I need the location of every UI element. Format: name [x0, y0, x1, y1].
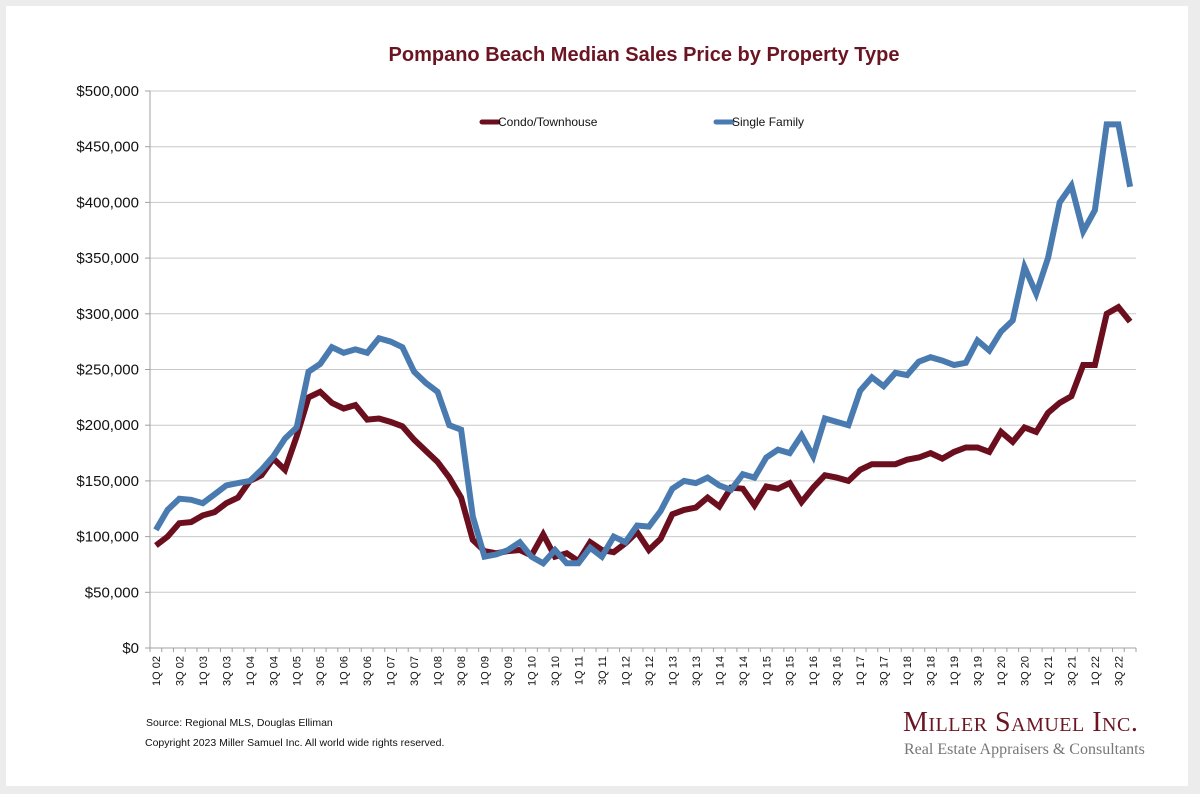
x-tick-label: 3Q 14: [738, 656, 750, 686]
x-tick-label: 3Q 20: [1019, 656, 1031, 686]
x-tick-label: 1Q 18: [902, 656, 914, 686]
x-tick-label: 3Q 08: [456, 656, 468, 686]
company-tagline: Real Estate Appraisers & Consultants: [904, 741, 1145, 758]
x-tick-label: 3Q 04: [268, 656, 280, 686]
y-tick-label: $450,000: [76, 139, 139, 156]
x-tick-label: 1Q 02: [151, 656, 163, 686]
x-tick-label: 3Q 11: [597, 656, 609, 685]
x-tick-label: 3Q 03: [221, 656, 233, 686]
chart-title: Pompano Beach Median Sales Price by Prop…: [388, 44, 900, 66]
legend: Condo/Townhouse Single Family: [479, 115, 804, 129]
x-tick-label: 1Q 11: [573, 656, 585, 685]
x-axis: 1Q 02 3Q 02 1Q 03 3Q 03 1Q 04 3Q 04 1Q 05 3Q 05…: [149, 91, 1137, 686]
x-tick-label: 1Q 14: [714, 656, 726, 686]
x-tick-label: 1Q 17: [855, 656, 867, 686]
y-tick-label: $400,000: [76, 194, 139, 211]
x-tick-label: 1Q 09: [480, 656, 492, 686]
x-tick-label: 3Q 19: [973, 656, 985, 686]
x-tick-label: 3Q 22: [1113, 656, 1125, 686]
x-tick-label: 1Q 06: [339, 656, 351, 686]
x-tick-label: 1Q 04: [245, 656, 257, 686]
company-logo: Miller Samuel Inc.: [903, 707, 1139, 738]
x-tick-label: 1Q 05: [292, 656, 304, 686]
y-tick-label: $200,000: [76, 417, 139, 434]
x-tick-label: 3Q 09: [503, 656, 515, 686]
x-tick-label: 3Q 17: [879, 656, 891, 686]
x-tick-label: 3Q 05: [315, 656, 327, 686]
x-tick-label: 1Q 22: [1090, 656, 1102, 686]
legend-label: Condo/Townhouse: [498, 115, 598, 129]
y-axis-ticks: $0 $50,000 $100,000 $150,000 $200,000 $250,00…: [76, 83, 150, 657]
x-tick-label: 3Q 12: [644, 656, 656, 686]
y-tick-label: $250,000: [76, 362, 139, 379]
x-tick-label: 3Q 07: [409, 656, 421, 686]
x-tick-label: 1Q 19: [949, 656, 961, 686]
y-tick-label: $50,000: [85, 584, 139, 601]
x-tick-label: 3Q 21: [1066, 656, 1078, 686]
y-tick-label: $150,000: [76, 473, 139, 490]
x-tick-label: 3Q 02: [174, 656, 186, 686]
y-tick-label: $100,000: [76, 529, 139, 546]
x-tick-label: 3Q 18: [926, 656, 938, 686]
y-tick-label: $500,000: [76, 83, 139, 100]
x-tick-label: 3Q 13: [691, 656, 703, 686]
y-tick-label: $0: [122, 640, 139, 657]
series-lines: [153, 121, 1134, 568]
copyright-note: Copyright 2023 Miller Samuel Inc. All wo…: [145, 737, 445, 749]
x-tick-label: 1Q 15: [761, 656, 773, 686]
x-tick-label: 1Q 20: [996, 656, 1008, 686]
source-note: Source: Regional MLS, Douglas Elliman: [146, 717, 333, 729]
gridlines: [150, 90, 1136, 593]
x-tick-label: 3Q 16: [832, 656, 844, 686]
x-tick-label: 3Q 15: [785, 656, 797, 686]
y-tick-label: $300,000: [76, 306, 139, 323]
x-tick-label: 1Q 12: [620, 656, 632, 686]
x-tick-label: 1Q 16: [808, 656, 820, 686]
chart-card: [6, 6, 1188, 786]
x-tick-label: 1Q 21: [1043, 656, 1055, 686]
x-tick-label: 1Q 10: [526, 656, 538, 686]
series-line-single-family: [153, 121, 1134, 568]
x-tick-label: 1Q 07: [386, 656, 398, 686]
x-tick-label: 1Q 08: [433, 656, 445, 686]
x-tick-label: 3Q 10: [550, 656, 562, 686]
legend-label: Single Family: [732, 115, 804, 129]
x-tick-label: 1Q 13: [667, 656, 679, 686]
x-tick-label: 3Q 06: [362, 656, 374, 686]
x-tick-label: 1Q 03: [198, 656, 210, 686]
y-tick-label: $350,000: [76, 250, 139, 267]
series-line-condo-townhouse: [154, 303, 1133, 566]
